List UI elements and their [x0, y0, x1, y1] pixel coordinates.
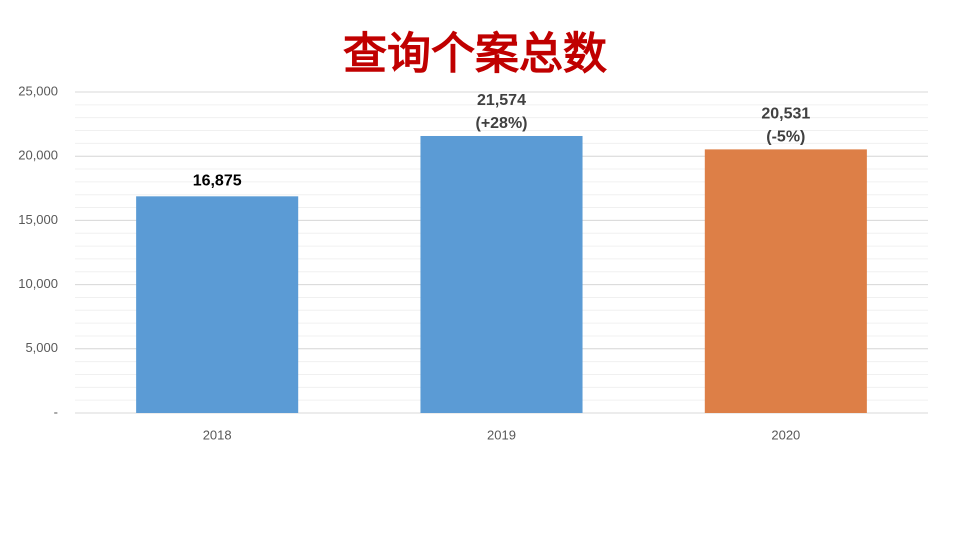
chart-title: 查询个案总数: [343, 30, 607, 79]
x-tick-label: 2019: [487, 427, 516, 442]
bar: [704, 149, 867, 413]
change-label: (-5%): [766, 129, 805, 146]
x-tick-label: 2018: [203, 427, 232, 442]
value-label: 21,574: [477, 92, 526, 109]
y-tick-label: 20,000: [18, 148, 58, 163]
bar: [136, 196, 299, 413]
y-tick-label: 10,000: [18, 276, 58, 291]
y-tick-label: -: [54, 404, 58, 419]
bar: [420, 135, 583, 413]
value-label: 20,531: [761, 106, 810, 123]
y-tick-label: 5,000: [25, 340, 58, 355]
x-tick-label: 2020: [771, 427, 800, 442]
y-tick-label: 15,000: [18, 212, 58, 227]
change-label: (+28%): [475, 115, 527, 132]
y-tick-label: 25,000: [18, 83, 58, 98]
value-label: 16,875: [193, 173, 242, 190]
